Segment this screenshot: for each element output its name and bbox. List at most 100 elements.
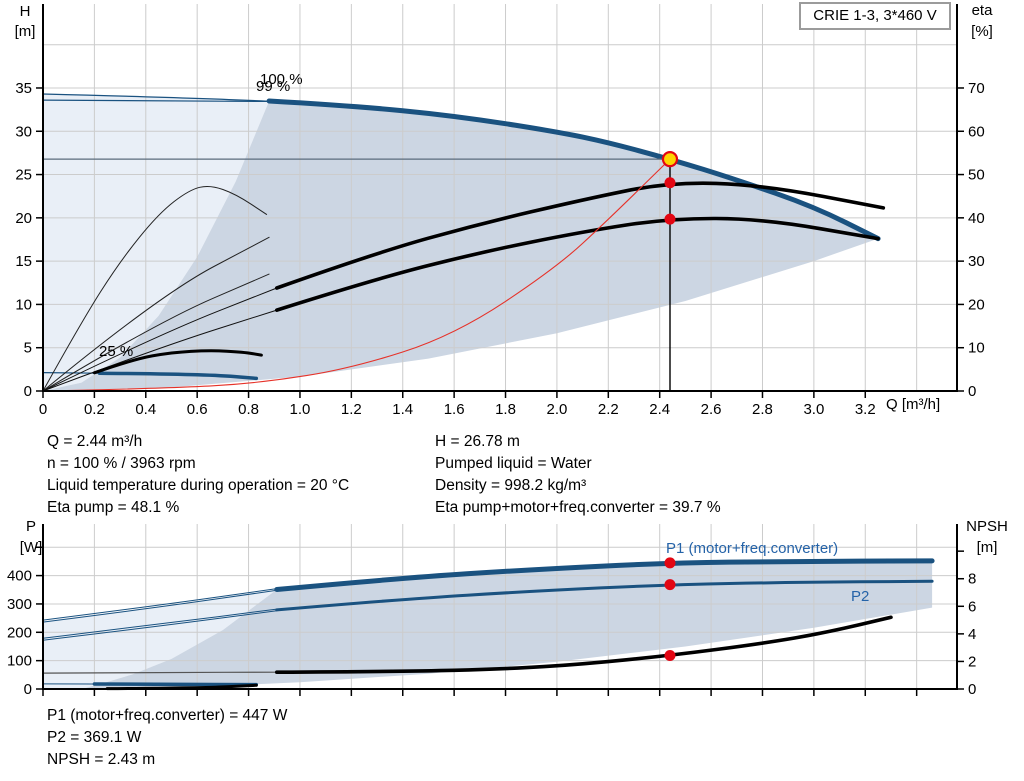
tick-label: 1.8 [495, 401, 516, 418]
tick-label: 40 [968, 210, 985, 227]
tick-label: 0 [968, 681, 976, 698]
tick-label: 0 [39, 401, 47, 418]
p-axis-unit: [W] [19, 539, 43, 556]
tick-label: 0 [24, 681, 32, 698]
info-pumped-liquid: Pumped liquid = Water [435, 455, 592, 472]
fan-line-1 [42, 236, 270, 392]
tick-label: 20 [15, 210, 32, 227]
tick-label: 1.4 [392, 401, 413, 418]
p2-curve [275, 579, 934, 612]
tick-label: 0.6 [187, 401, 208, 418]
info-npsh: NPSH = 2.43 m [47, 751, 156, 768]
tick-label: 10 [968, 340, 985, 357]
tick-label: 2 [968, 653, 976, 670]
npsh-curve [275, 615, 893, 674]
tick-label: 4 [968, 626, 976, 643]
pump-curve-25 [97, 371, 259, 381]
tick-label: 50 [968, 167, 985, 184]
eta-arc-thin [42, 185, 268, 392]
tick-label: 6 [968, 598, 976, 615]
p1-ext-lower [42, 589, 278, 623]
tick-label: 2.4 [649, 401, 670, 418]
h-axis-unit: [m] [14, 23, 36, 40]
tick-label: 10 [15, 296, 32, 313]
tick-label: 3.2 [855, 401, 876, 418]
light-envelope [43, 94, 270, 391]
chart-2: 0 100 200 300 400 0 2 4 6 8 [7, 524, 976, 698]
tick-label: 0.2 [84, 401, 105, 418]
info-h: H = 26.78 m [435, 433, 520, 450]
p2-curve-label: P2 [851, 588, 870, 605]
tick-label: 30 [968, 253, 985, 270]
eta-total-point[interactable] [664, 213, 676, 225]
tick-label: 0 [968, 383, 976, 400]
tick-label: 1.0 [290, 401, 311, 418]
info-q: Q = 2.44 m³/h [47, 433, 143, 450]
tick-label: 30 [15, 123, 32, 140]
pump-curve-100 [266, 98, 881, 242]
tick-label: 100 [7, 653, 32, 670]
eta-total-thin [42, 309, 278, 392]
p1-point[interactable] [664, 557, 676, 569]
tick-label: 2.8 [752, 401, 773, 418]
tick-label: 70 [968, 80, 985, 97]
eta-pump-thin [42, 287, 278, 392]
p2-point[interactable] [664, 579, 676, 591]
tick-label: 2.0 [546, 401, 567, 418]
npsh-thin [42, 671, 278, 674]
npsh-axis-title: NPSH [966, 518, 1008, 535]
tick-label: 1.2 [341, 401, 362, 418]
p1-curve [274, 558, 935, 592]
tick-label: 2.2 [598, 401, 619, 418]
eta-pump-point[interactable] [664, 177, 676, 189]
info-eta-pump: Eta pump = 48.1 % [47, 499, 180, 516]
pump-curve-100-ext-lower [42, 99, 270, 102]
tick-label: 0.8 [238, 401, 259, 418]
pump-model-badge: CRIE 1-3, 3*460 V [799, 2, 951, 30]
h-axis-title: H [19, 3, 31, 20]
speed-label-99: 99 % [256, 78, 291, 95]
tick-label: 8 [968, 571, 976, 588]
p2-ext-lower [42, 610, 278, 641]
info-p1: P1 (motor+freq.converter) = 447 W [47, 707, 288, 724]
speed-label-25: 25 % [99, 343, 134, 360]
tick-label: 25 [15, 167, 32, 184]
eta-25 [92, 349, 263, 375]
npsh-point[interactable] [664, 650, 676, 662]
tick-label: 2.6 [701, 401, 722, 418]
tick-label: 0.4 [135, 401, 156, 418]
duty-point[interactable] [661, 151, 679, 168]
eta-axis-title: eta [971, 2, 993, 19]
tick-label: 15 [15, 253, 32, 270]
tick-label: 1.6 [444, 401, 465, 418]
fan-line-2 [42, 273, 270, 392]
p2-ext-upper [42, 608, 278, 639]
tick-label: 300 [7, 596, 32, 613]
control-envelope [81, 560, 933, 689]
speed-label-100: 100 % [260, 71, 303, 88]
eta-pump [275, 181, 886, 290]
tick-label: 60 [968, 123, 985, 140]
q-axis-label: Q [m³/h] [886, 396, 941, 413]
tick-label: 0 [24, 383, 32, 400]
p-axis-title: P [25, 518, 36, 535]
tick-label: 5 [24, 340, 32, 357]
npsh-axis-unit: [m] [976, 539, 998, 556]
control-curve [42, 158, 671, 392]
p1-curve-label: P1 (motor+freq.converter) [666, 540, 839, 557]
tick-label: 400 [7, 568, 32, 585]
tick-label: 3.0 [803, 401, 824, 418]
info-liquid-temp: Liquid temperature during operation = 20… [47, 477, 350, 494]
tick-label: 20 [968, 296, 985, 313]
eta-axis-unit: [%] [971, 23, 993, 40]
eta-total [275, 216, 880, 312]
tick-label: 200 [7, 624, 32, 641]
info-eta-total: Eta pump+motor+freq.converter = 39.7 % [435, 499, 721, 516]
p1-ext-upper [42, 588, 278, 621]
info-p2: P2 = 369.1 W [47, 729, 142, 746]
info-speed: n = 100 % / 3963 rpm [47, 455, 196, 472]
tick-label: 35 [15, 80, 32, 97]
p1-25 [92, 682, 259, 687]
